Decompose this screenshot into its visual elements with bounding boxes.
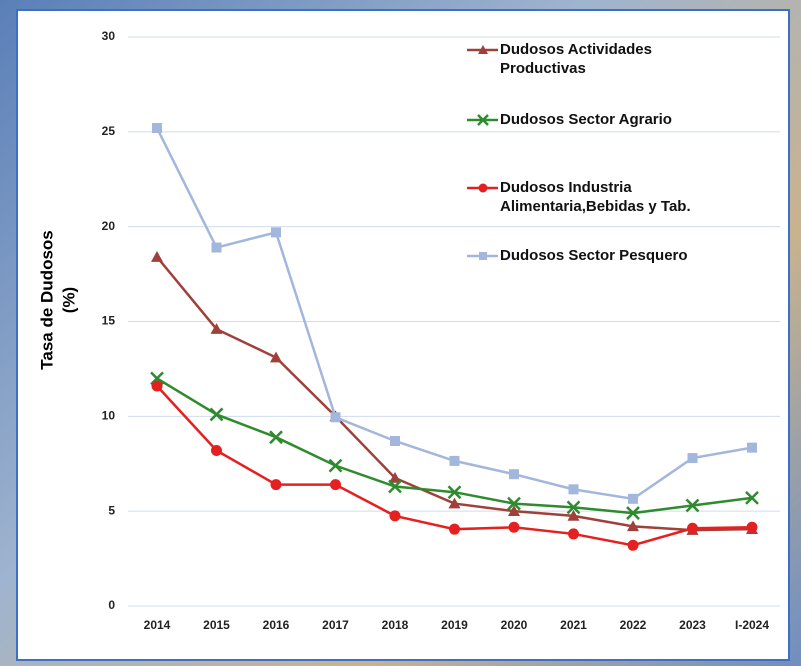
x-tick-label: 2019 [441,618,468,632]
marker [151,380,163,392]
legend-symbol [467,183,498,193]
legend-item: Dudosos Actividades Productivas [466,40,715,78]
y-tick-label: 5 [108,503,115,517]
marker [477,114,489,126]
marker [745,491,759,505]
series-line [156,256,753,532]
marker [389,471,401,483]
marker [388,479,402,494]
marker [330,479,341,491]
legend-item: Dudosos Industria Alimentaria,Bebidas y … [466,178,715,216]
marker [747,442,757,453]
marker [390,435,400,446]
legend-item: Dudosos Sector Pesquero [466,246,715,265]
x-tick-label: 2023 [679,618,706,632]
marker [211,242,222,253]
legend-symbol [467,252,498,260]
x-tick-label: 2022 [620,618,647,632]
marker [447,485,462,500]
y-tick-label: 0 [108,598,115,612]
marker [566,500,581,515]
legend-item: Dudosos Sector Agrario [466,110,715,129]
marker [152,123,162,134]
marker [687,522,698,534]
x-tick-label: 2017 [322,618,349,632]
marker [478,183,488,193]
x-tick-label: 2014 [144,618,171,632]
y-tick-label: 10 [102,409,116,423]
marker [271,227,281,238]
marker [508,521,520,533]
marker [270,479,282,491]
marker [211,444,222,456]
x-tick-label: 2018 [382,618,409,632]
marker [448,497,461,509]
marker [478,45,488,54]
marker [210,323,223,334]
legend-label: Dudosos Industria Alimentaria,Bebidas y … [500,179,691,215]
marker [479,252,487,260]
marker [746,521,758,533]
y-tick-label: 15 [102,314,116,328]
marker [269,430,283,445]
marker [567,509,580,521]
x-tick-label: 2016 [263,618,290,632]
legend-symbol [467,114,498,126]
marker [568,484,579,495]
marker [627,520,639,532]
y-axis-label: Tasa de Dudosos [37,230,56,370]
y-tick-label: 20 [102,219,116,233]
x-tick-label: 2015 [203,618,230,632]
marker [449,455,460,466]
marker [626,506,640,520]
legend-label: Dudosos Actividades Productivas [500,41,652,77]
marker [628,493,638,504]
marker [449,523,460,535]
marker [270,351,282,363]
x-tick-label: I-2024 [735,618,769,632]
legend-label: Dudosos Sector Agrario [500,111,672,128]
marker [509,469,519,480]
marker [209,407,224,422]
legend-label: Dudosos Sector Pesquero [500,247,688,264]
marker [685,498,700,513]
marker [687,453,698,464]
x-tick-label: 2021 [560,618,587,632]
marker [330,412,341,423]
y-tick-label: 25 [102,124,116,138]
marker [328,458,343,473]
marker [389,510,401,522]
legend-symbol [467,45,498,54]
y-tick-label: 30 [102,29,116,43]
marker [508,505,520,516]
marker [568,528,579,540]
marker [627,539,639,551]
marker [507,496,521,511]
marker [151,251,163,262]
panel [16,9,790,661]
y-axis-label: (%) [59,287,78,313]
x-tick-label: 2020 [501,618,528,632]
